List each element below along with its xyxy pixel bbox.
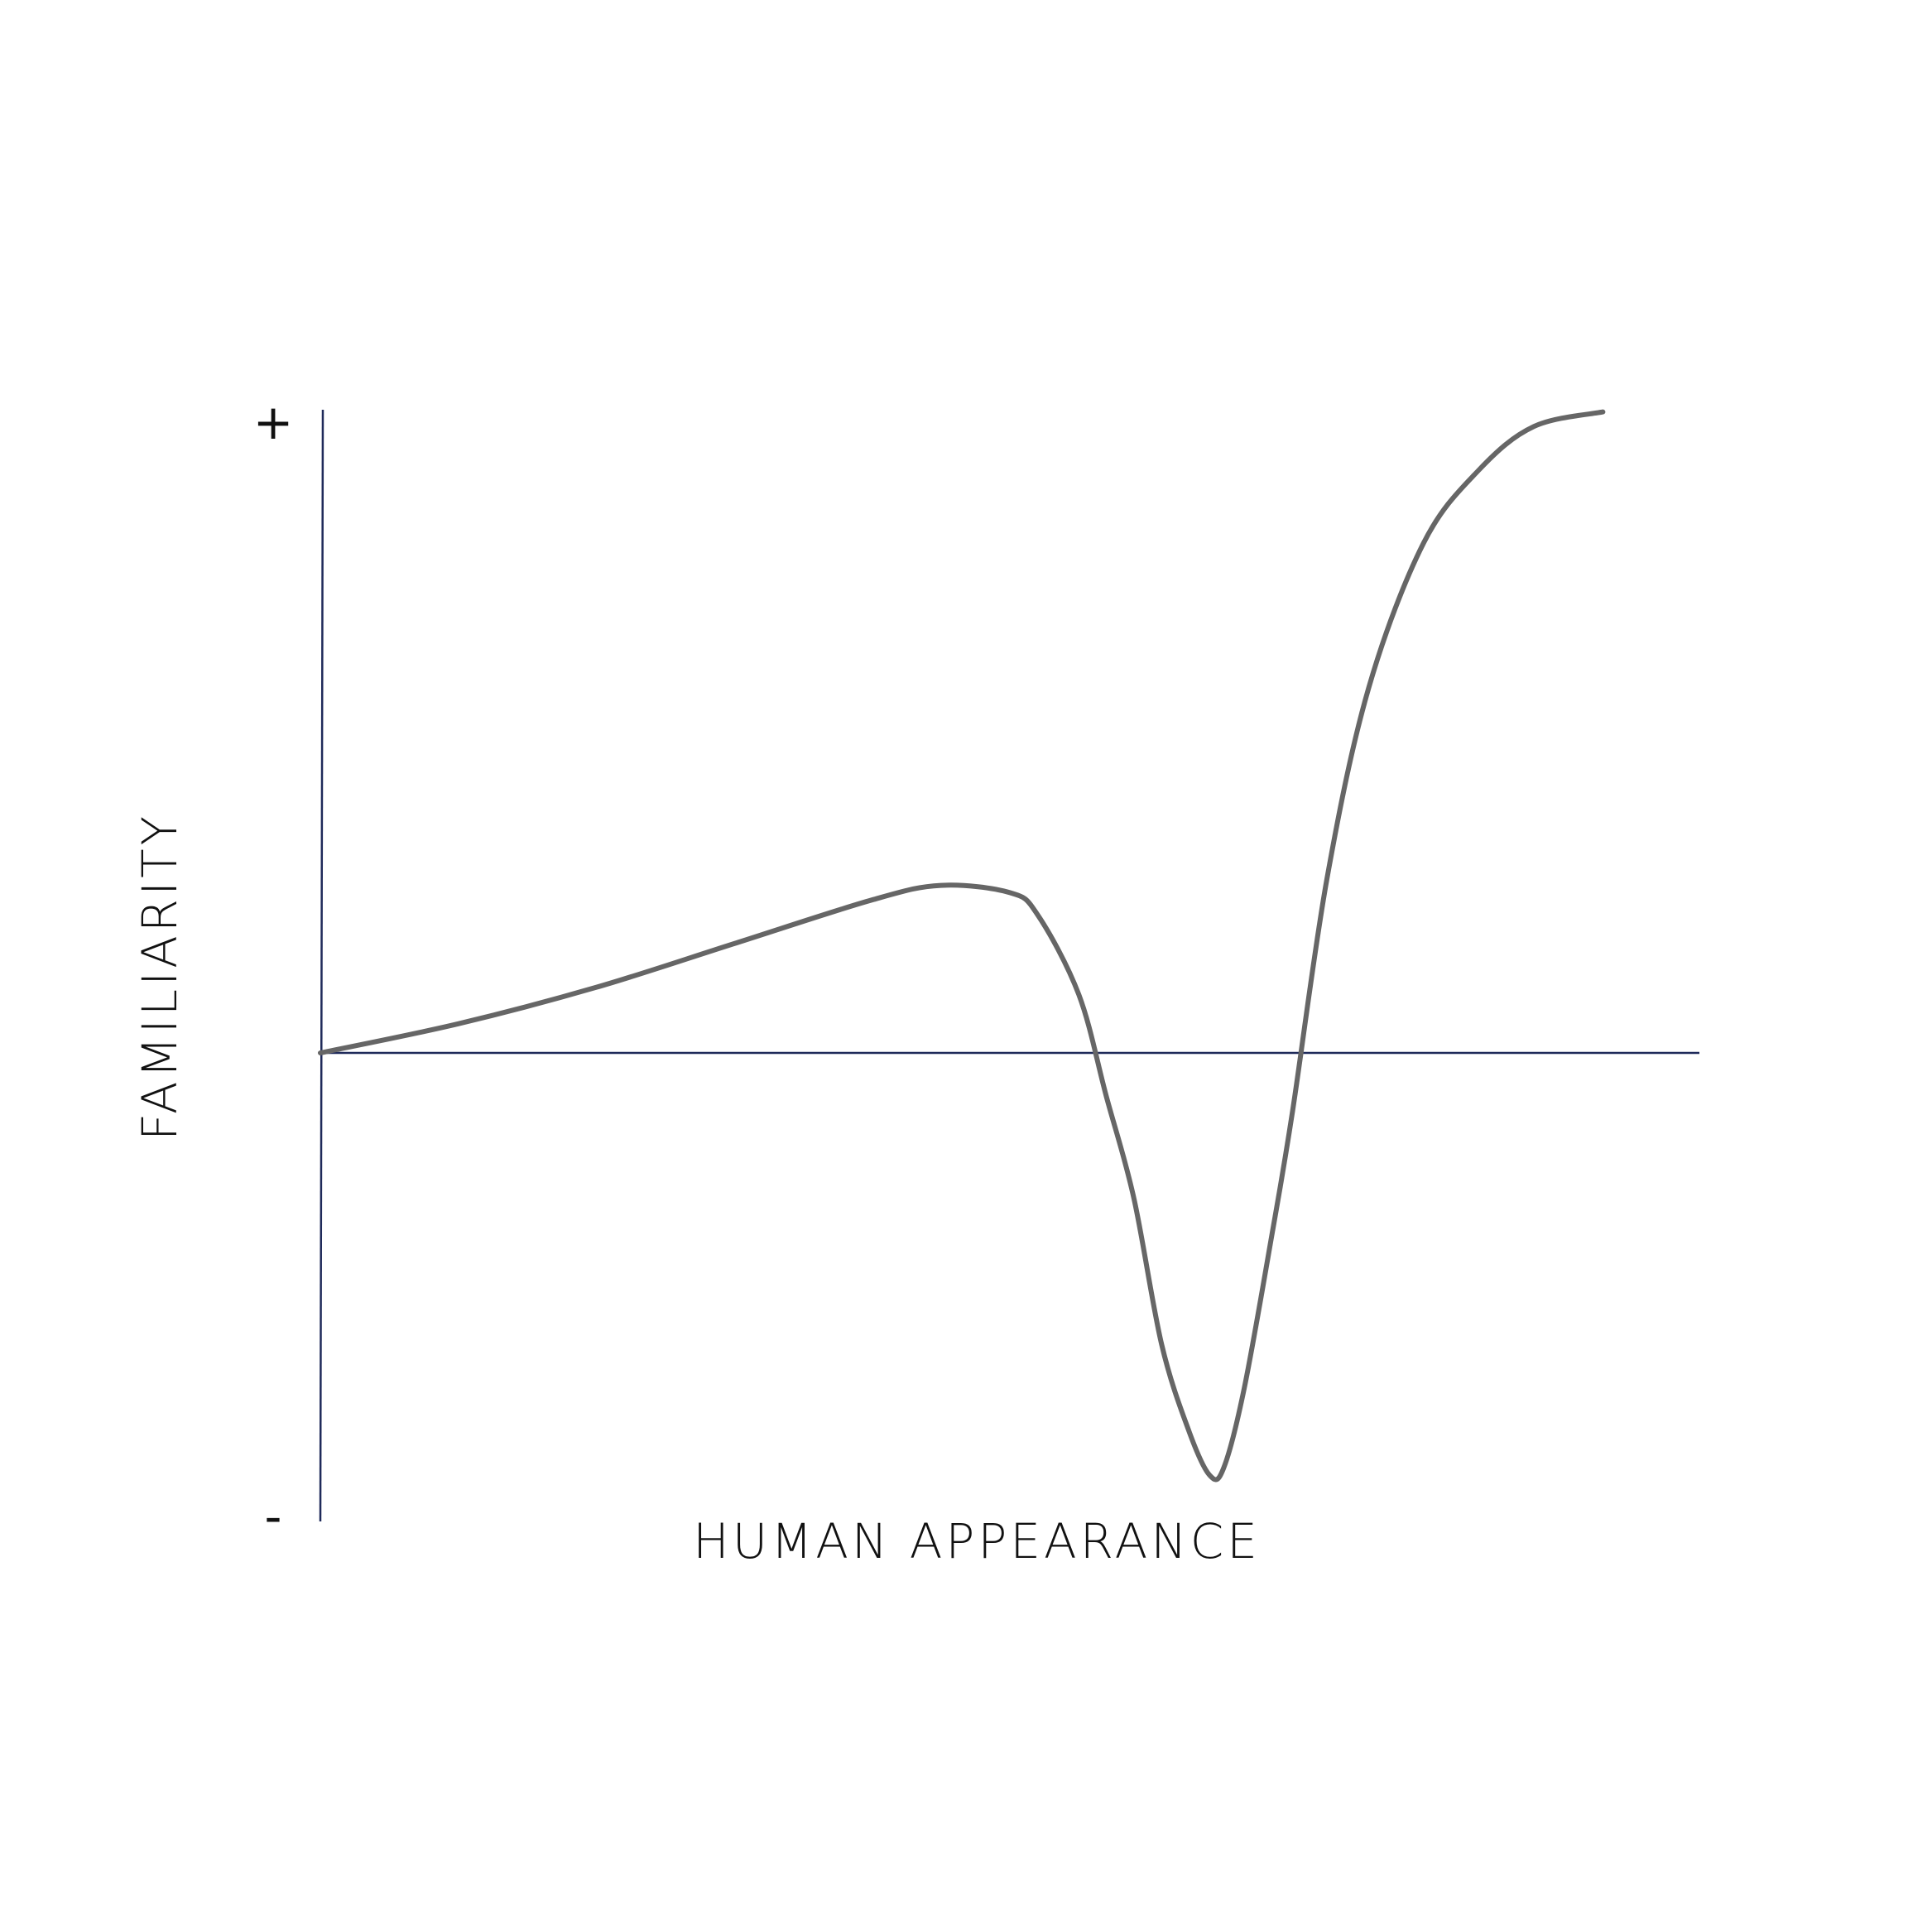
x-axis-label: HUMAN APPEARANCE [693, 1513, 1261, 1569]
y-tick-minus: - [265, 1488, 282, 1545]
y-axis-label: FAMILIARITY [132, 813, 188, 1141]
y-tick-plus: + [253, 394, 294, 450]
familiarity-curve [318, 409, 1606, 1483]
y-axis [319, 409, 324, 1522]
